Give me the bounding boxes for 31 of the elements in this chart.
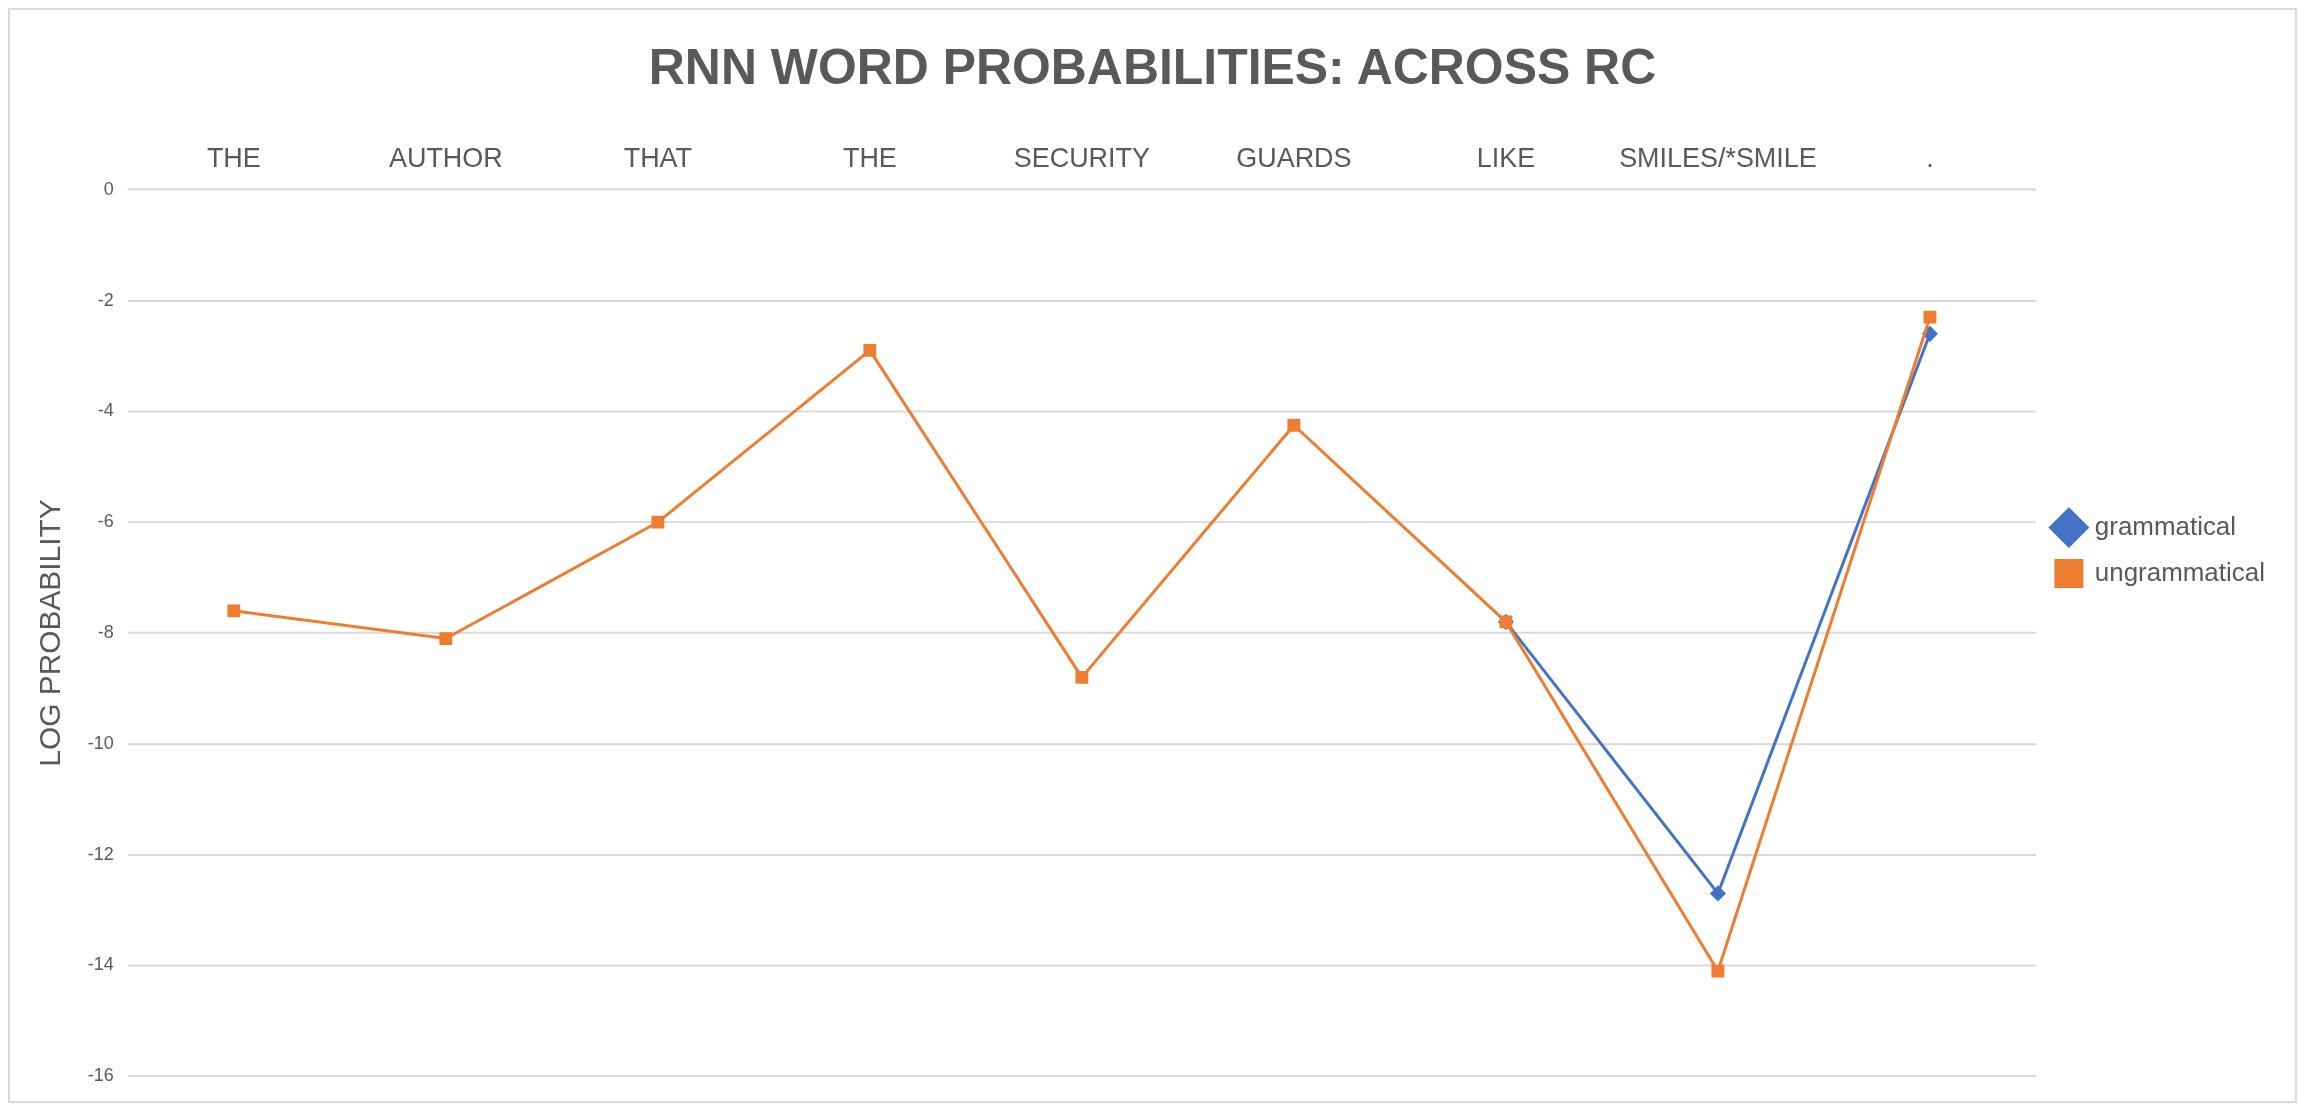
y-axis-title: LOG PROBABILITY (33, 499, 67, 767)
x-tick-label: THE (842, 143, 897, 174)
point (1287, 418, 1301, 432)
y-tick-label: -8 (97, 621, 114, 642)
x-tick-label: LIKE (1476, 143, 1536, 174)
y-tick-label: -2 (97, 289, 114, 310)
x-tick-label: . (1926, 143, 1934, 174)
x-tick-label: GUARDS (1236, 143, 1352, 174)
y-tick-label: -10 (87, 732, 114, 753)
point (651, 515, 665, 529)
y-tick-label: -4 (97, 400, 114, 421)
x-tick-label: THAT (623, 143, 692, 174)
x-tick-label: SECURITY (1013, 143, 1151, 174)
legend-label: ungrammatical (2094, 557, 2265, 586)
point (439, 632, 453, 645)
y-tick-label: -12 (87, 843, 114, 864)
point (863, 344, 877, 357)
point (1710, 885, 1726, 901)
y-tick-label: 0 (103, 178, 114, 199)
y-tick-label: -14 (87, 954, 114, 975)
x-tick-label: THE (206, 143, 261, 174)
point (227, 604, 241, 618)
y-tick-label: -6 (97, 511, 114, 532)
x-tick-label: SMILES/*SMILE (1619, 143, 1817, 174)
legend-label: grammatical (2094, 511, 2237, 540)
y-tick-label: -16 (87, 1065, 114, 1086)
x-tick-label: AUTHOR (388, 143, 503, 174)
chart-title: RNN WORD PROBABILITIES: ACROSS RC (648, 38, 1657, 95)
point (1711, 964, 1725, 978)
point (1923, 310, 1937, 324)
point (1075, 670, 1089, 684)
